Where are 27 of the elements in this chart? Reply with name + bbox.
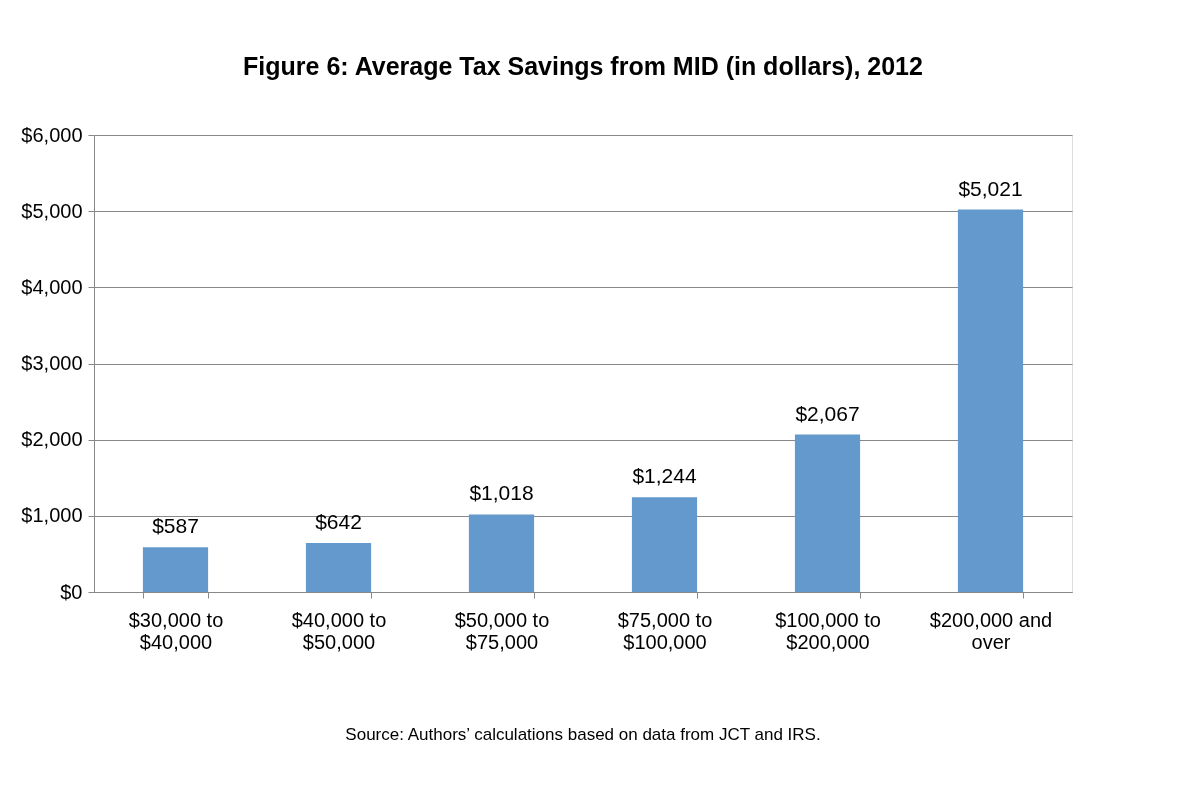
x-tick-label: $30,000 to $40,000 (128, 608, 224, 653)
y-tick-label: $3,000 (21, 352, 83, 374)
y-tick-label: $2,000 (21, 428, 83, 451)
data-label: $1,018 (469, 481, 534, 505)
data-label: $1,244 (632, 464, 697, 488)
data-label: $5,021 (958, 176, 1023, 200)
bar (142, 547, 209, 592)
chart-title: Figure 6: Average Tax Savings from MID (in dollars), 2012 (243, 52, 923, 80)
bar (468, 514, 535, 592)
y-tick-label: $1,000 (21, 504, 83, 527)
bar (305, 543, 372, 592)
y-tick-label: $4,000 (21, 275, 83, 298)
y-tick-label: $6,000 (21, 123, 83, 146)
bar (631, 497, 698, 592)
data-label: $587 (152, 514, 199, 538)
bar (957, 209, 1024, 592)
data-label: $642 (315, 510, 362, 534)
data-label: $2,067 (795, 401, 860, 425)
x-tick-label: $100,000 to $200,000 (775, 608, 881, 653)
x-tick-label: $50,000 to $75,000 (454, 608, 550, 653)
x-tick-label: $40,000 to $50,000 (291, 608, 387, 653)
x-tick-label: $200,000 and over (929, 608, 1053, 653)
source-note: Source: Authors’ calculations based on data from JCT and IRS. (345, 725, 821, 744)
x-tick-label: $75,000 to $100,000 (617, 608, 713, 653)
bar (794, 434, 861, 592)
y-tick-label: $0 (60, 580, 83, 603)
y-tick-label: $5,000 (21, 199, 83, 222)
